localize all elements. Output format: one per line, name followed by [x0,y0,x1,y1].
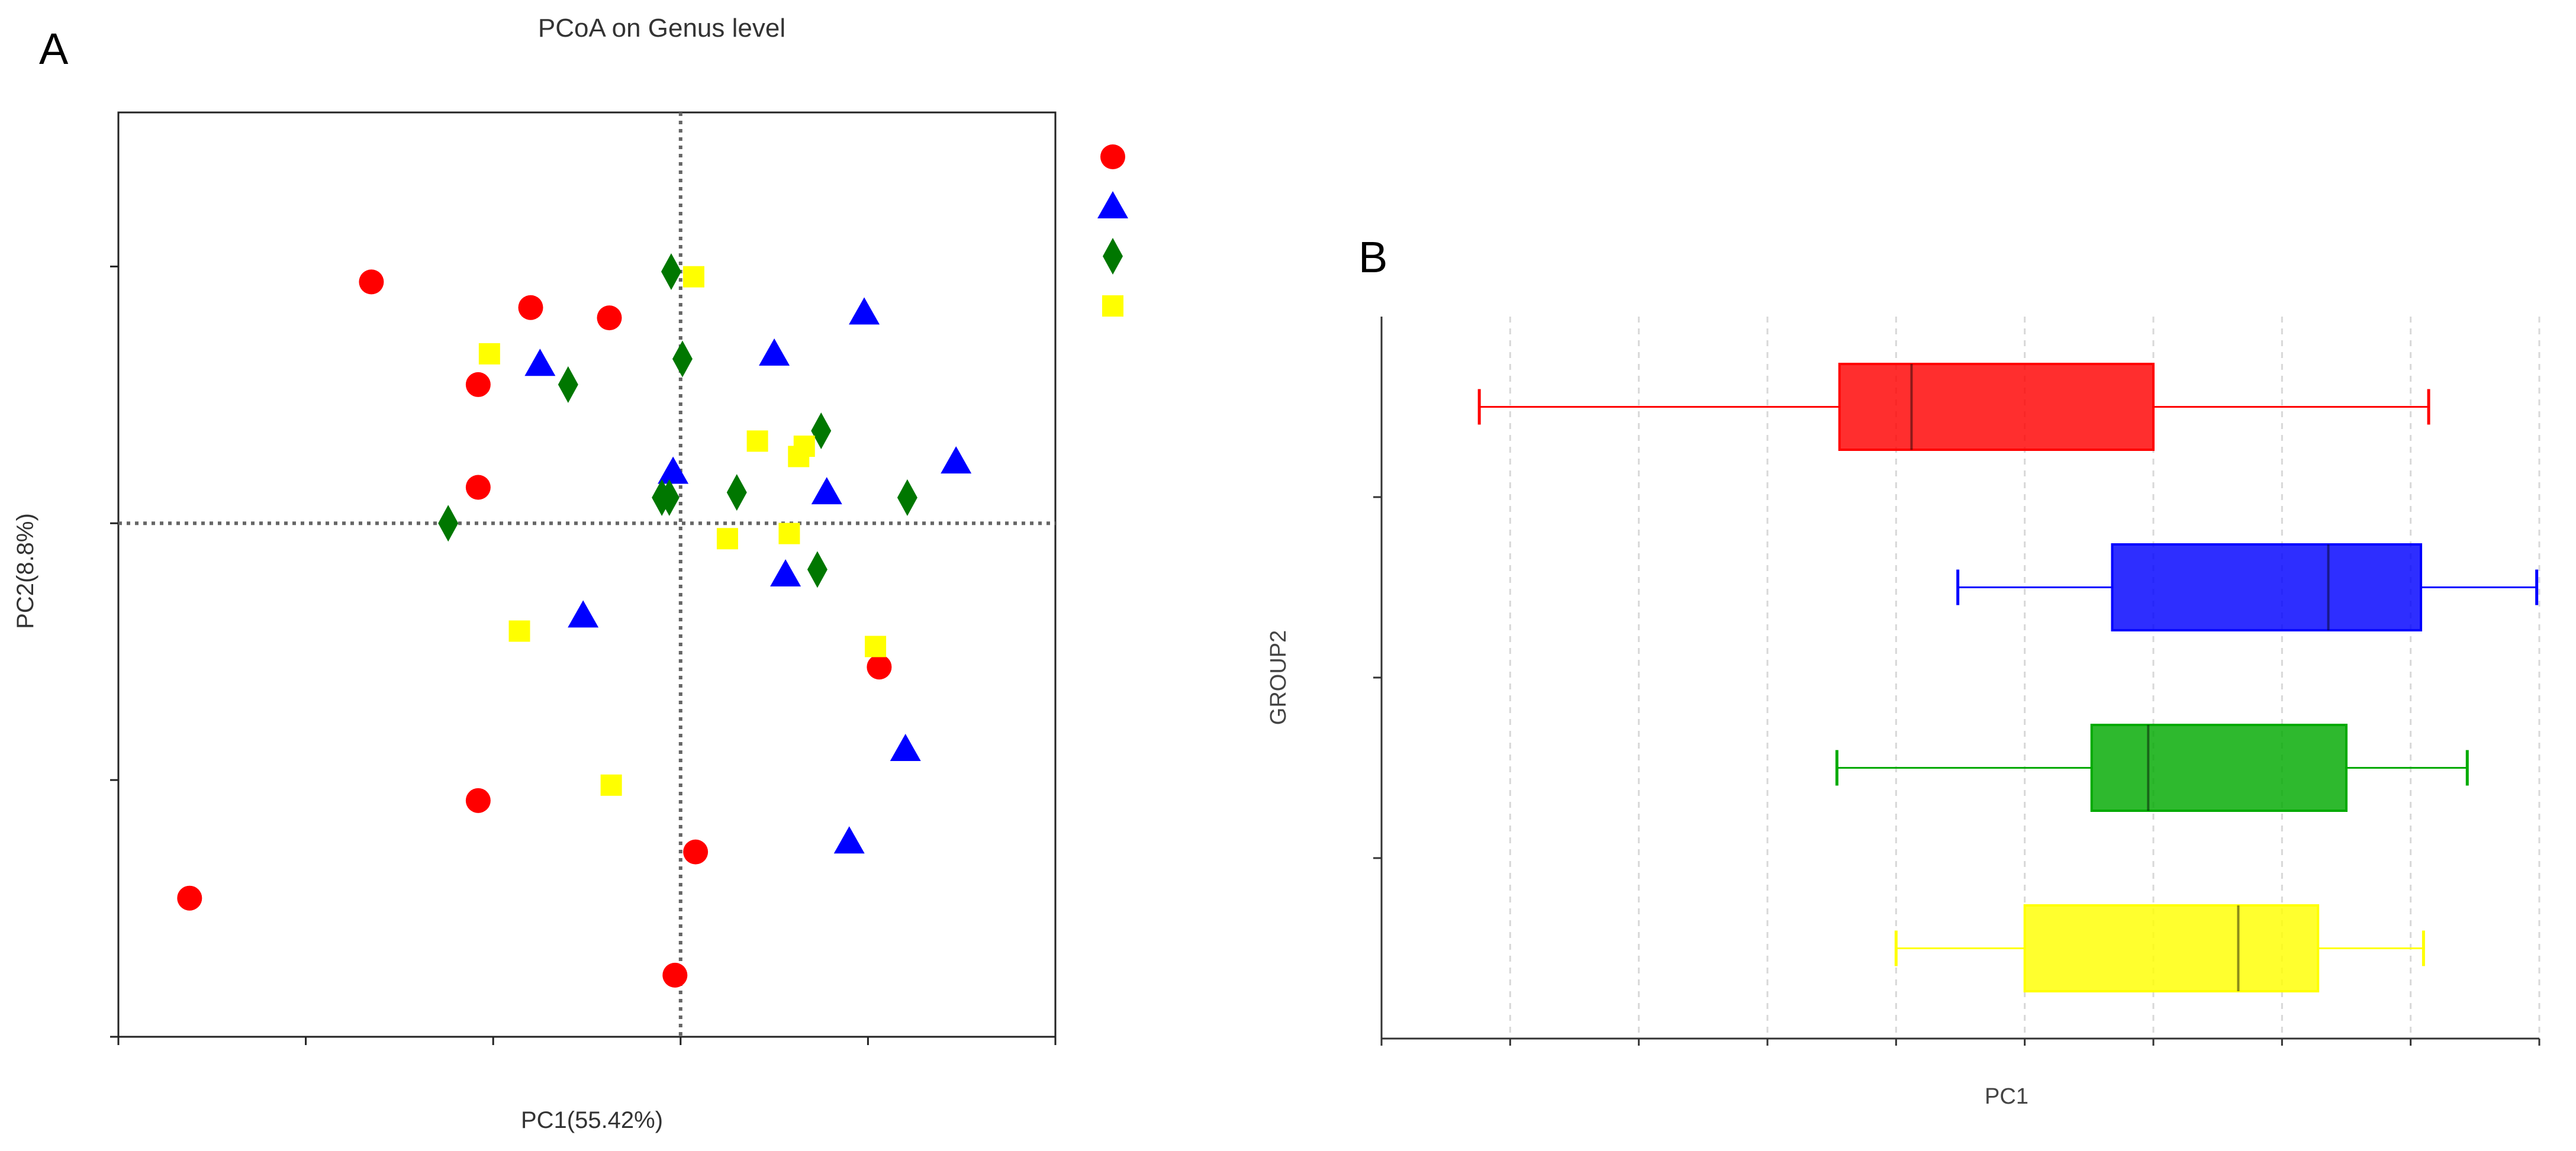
point-model [770,559,801,586]
point-gg [716,528,738,550]
point-fg [672,340,693,378]
point-fg [726,474,747,511]
panel-label-a: A [39,24,69,73]
boxplot-y-axis-label: GROUP2 [1266,630,1291,725]
box-fg [1835,724,2469,812]
point-control [683,839,709,865]
point-control [359,269,384,295]
point-model [759,338,790,366]
box-iqr [2023,904,2320,992]
boxplot-x-axis-ticks [1380,1039,2540,1046]
point-fg [558,366,578,403]
pcoa-reference-lines [118,112,1055,1037]
pc1-boxplot-chart: PC1 GROUP2 [1266,317,2540,1109]
point-gg [778,523,800,544]
point-fg [438,505,459,542]
boxplot-boxes [1477,363,2539,992]
pcoa-scatter-chart: PCoA on Genus level PC1(55.42%) PC2(8.8%… [12,14,1128,1133]
box-iqr [2090,724,2348,812]
boxplot-x-axis-label: PC1 [1985,1084,2028,1109]
point-gg [865,636,887,657]
point-gg [478,343,500,365]
point-fg [661,253,681,291]
box-control [1477,363,2430,451]
point-gg [600,774,622,796]
pcoa-y-axis-label: PC2(8.8%) [12,513,38,629]
box-iqr [2111,543,2423,631]
point-control [518,295,543,320]
point-control [465,475,491,500]
pcoa-plot-frame [117,111,1057,1038]
point-model [811,477,842,505]
pcoa-y-axis-ticks [110,265,118,1038]
panel-label-b: B [1358,233,1387,282]
point-control [465,372,491,397]
point-fg [897,479,917,516]
legend-marker-model [1097,191,1128,218]
point-control [465,788,491,813]
point-gg [746,430,768,452]
legend-marker-fg [1103,238,1123,275]
point-control [662,962,688,988]
point-gg [788,446,810,468]
pcoa-title: PCoA on Genus level [538,14,785,43]
point-model [833,826,865,854]
pcoa-x-axis-label: PC1(55.42%) [521,1107,663,1133]
point-gg [508,620,530,642]
point-fg [659,479,680,516]
point-control [867,655,892,680]
pcoa-x-axis-ticks [117,1037,1057,1045]
point-control [177,885,202,911]
box-model [1956,543,2539,631]
box-iqr [1838,363,2155,451]
point-model [568,600,599,628]
box-gg [1894,904,2425,992]
point-model [890,734,921,762]
point-gg [682,266,704,288]
point-model [941,446,972,474]
point-fg [811,412,832,450]
point-model [524,349,556,376]
point-control [597,305,622,331]
pcoa-legend [1097,144,1128,317]
pcoa-data-points [177,253,972,988]
legend-marker-control [1100,144,1125,169]
boxplot-axes [1373,317,2539,1040]
point-model [849,297,880,325]
legend-marker-gg [1102,295,1123,317]
pcoa-plot-border [117,111,1057,1038]
point-model [658,456,689,484]
point-fg [807,551,827,588]
